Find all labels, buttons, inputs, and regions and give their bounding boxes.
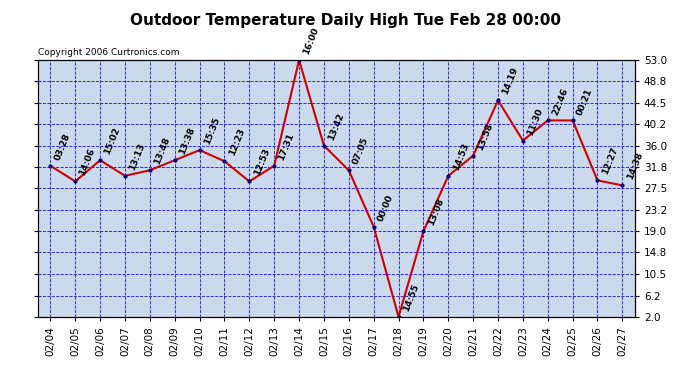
Text: 00:21: 00:21 <box>575 87 594 116</box>
Text: 12:53: 12:53 <box>252 147 271 177</box>
Text: 03:28: 03:28 <box>53 132 72 162</box>
Text: 07:05: 07:05 <box>352 136 371 166</box>
Text: 13:38: 13:38 <box>177 126 197 156</box>
Text: 14:55: 14:55 <box>402 283 420 313</box>
Text: 17:31: 17:31 <box>277 132 296 162</box>
Text: 22:46: 22:46 <box>551 86 570 116</box>
Text: 14:38: 14:38 <box>625 151 644 181</box>
Text: 12:27: 12:27 <box>600 146 620 176</box>
Text: 14:06: 14:06 <box>78 147 97 177</box>
Text: 15:35: 15:35 <box>202 116 221 146</box>
Text: Copyright 2006 Curtronics.com: Copyright 2006 Curtronics.com <box>38 48 179 57</box>
Text: 15:02: 15:02 <box>103 126 122 156</box>
Text: 16:00: 16:00 <box>302 26 321 56</box>
Text: 11:30: 11:30 <box>526 106 544 136</box>
Text: 12:23: 12:23 <box>227 127 246 157</box>
Text: 14:19: 14:19 <box>501 66 520 96</box>
Text: 13:58: 13:58 <box>476 122 495 152</box>
Text: Outdoor Temperature Daily High Tue Feb 28 00:00: Outdoor Temperature Daily High Tue Feb 2… <box>130 13 560 28</box>
Text: 13:48: 13:48 <box>152 136 172 166</box>
Text: 00:00: 00:00 <box>377 193 395 222</box>
Text: 14:53: 14:53 <box>451 142 470 172</box>
Text: 13:08: 13:08 <box>426 197 445 227</box>
Text: 13:13: 13:13 <box>128 142 147 172</box>
Text: 13:42: 13:42 <box>327 111 346 141</box>
